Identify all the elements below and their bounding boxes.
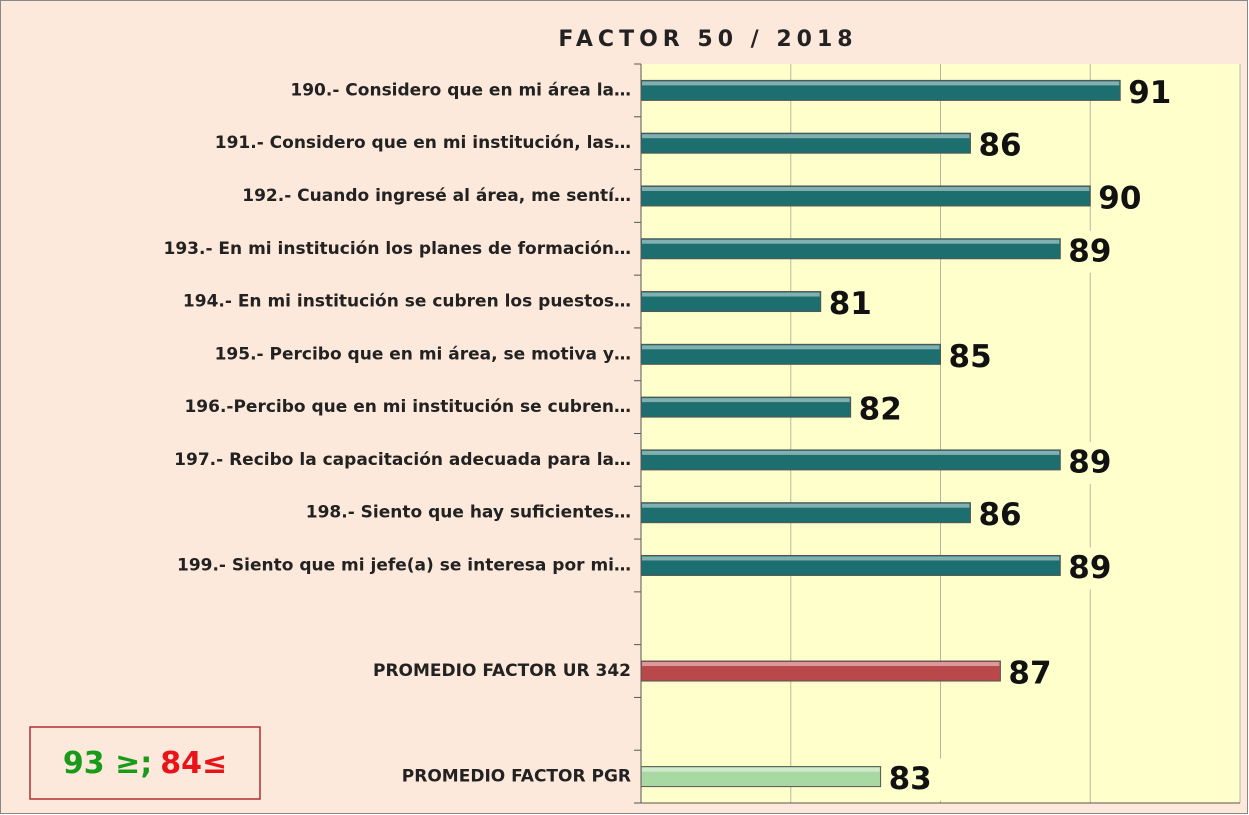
value-label-bg [854, 389, 917, 432]
value-label-bg [974, 125, 1037, 168]
value-label: 89 [1068, 233, 1111, 269]
y-tick-label: 196.-Percibo que en mi institución se cu… [184, 397, 631, 417]
value-label: 81 [829, 286, 872, 322]
y-tick-label: 191.- Considero que en mi institución, l… [215, 133, 631, 153]
bar-highlight [642, 398, 850, 403]
bar-highlight [642, 503, 970, 508]
y-tick-label: 194.- En mi institución se cubren los pu… [183, 292, 631, 312]
value-label-bg [944, 336, 1007, 379]
bar [640, 185, 1091, 207]
bar-highlight [642, 662, 1000, 667]
value-label-bg [1004, 653, 1067, 696]
bar [640, 343, 941, 365]
bar-highlight [642, 767, 880, 772]
bar [640, 291, 822, 313]
bar-highlight [642, 345, 940, 350]
bar-highlight [642, 556, 1060, 561]
value-label: 89 [1068, 550, 1111, 586]
annotation: 84≤ [160, 746, 227, 781]
bar-highlight [642, 292, 820, 297]
bar [640, 396, 852, 418]
chart-title: FACTOR 50 / 2018 [558, 27, 857, 52]
value-label: 86 [978, 128, 1021, 164]
value-label-bg [824, 283, 887, 326]
value-label: 82 [859, 392, 902, 428]
bar [640, 132, 971, 154]
y-tick-label: 197.- Recibo la capacitación adecuada pa… [174, 450, 631, 470]
bar [640, 502, 971, 524]
value-label-bg [1064, 547, 1127, 590]
legend-box [29, 726, 261, 800]
bar [640, 449, 1061, 471]
y-tick-label: 195.- Percibo que en mi área, se motiva … [215, 344, 631, 364]
bar [640, 660, 1001, 682]
y-tick-label: 199.- Siento que mi jefe(a) se interesa … [177, 555, 631, 575]
bar-highlight [642, 134, 970, 139]
bar-highlight [642, 239, 1060, 244]
value-label-bg [1094, 177, 1157, 220]
bar [640, 238, 1061, 260]
legend-text: 93 ≥; 84≤ [63, 746, 227, 781]
value-label-bg [884, 758, 947, 801]
y-tick-label: 193.- En mi institución los planes de fo… [164, 239, 631, 259]
bar [640, 766, 882, 788]
bar-highlight [642, 81, 1120, 86]
y-tick-label: 190.- Considero que en mi área la… [290, 80, 631, 100]
y-tick-label: PROMEDIO FACTOR PGR [402, 767, 631, 787]
value-label-bg [1064, 441, 1127, 484]
value-label-bg [974, 494, 1037, 537]
value-label: 86 [978, 497, 1021, 533]
value-label: 91 [1128, 75, 1171, 111]
bar-highlight [642, 186, 1090, 191]
value-label: 89 [1068, 444, 1111, 480]
bar-highlight [642, 450, 1060, 455]
annotation: 93 ≥; [63, 746, 152, 781]
value-label: 90 [1098, 180, 1141, 216]
value-label: 83 [889, 761, 932, 797]
bar [640, 554, 1061, 576]
value-label: 85 [949, 339, 992, 375]
y-tick-label: 192.- Cuando ingresé al área, me sentí… [242, 186, 631, 206]
value-label-bg [1064, 230, 1127, 273]
y-tick-label: PROMEDIO FACTOR UR 342 [373, 661, 631, 681]
y-tick-label: 198.- Siento que hay suficientes… [306, 503, 631, 523]
bar [640, 79, 1121, 101]
value-label: 87 [1008, 656, 1051, 692]
value-label-bg [1124, 72, 1187, 115]
